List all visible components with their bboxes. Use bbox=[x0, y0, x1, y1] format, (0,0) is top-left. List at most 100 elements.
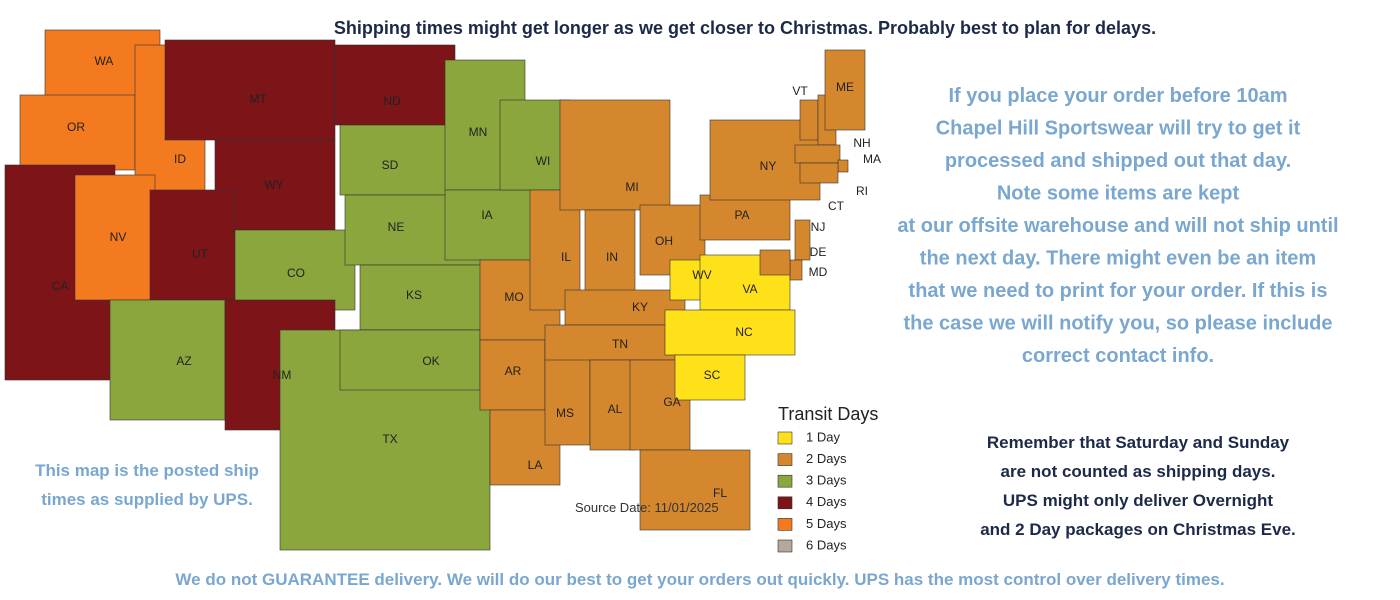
state-label: CT bbox=[828, 199, 845, 213]
state-label: MO bbox=[504, 290, 523, 304]
state-label: IL bbox=[561, 250, 571, 264]
state-label: WV bbox=[692, 268, 711, 282]
legend-swatch bbox=[777, 518, 793, 531]
state-label: WY bbox=[264, 178, 283, 192]
order-note-line: correct contact info. bbox=[1022, 345, 1214, 367]
state-region bbox=[334, 44, 456, 126]
state-label: IA bbox=[481, 208, 492, 222]
state-region bbox=[339, 124, 451, 196]
state-label: ID bbox=[174, 152, 186, 166]
state-label: ME bbox=[836, 80, 854, 94]
state-label: SC bbox=[704, 368, 721, 382]
state-label: MI bbox=[625, 180, 638, 194]
state-label: TX bbox=[382, 432, 397, 446]
source-date: Source Date: 11/01/2025 bbox=[575, 500, 719, 515]
legend-swatch bbox=[777, 496, 793, 510]
order-note-line: at our offsite warehouse and will not sh… bbox=[897, 215, 1338, 237]
state-label: TN bbox=[612, 337, 628, 351]
map-note-line: This map is the posted ship bbox=[35, 461, 259, 480]
state-region bbox=[794, 144, 841, 164]
header: Shipping times might get longer as we ge… bbox=[334, 18, 1156, 38]
state-label: SD bbox=[382, 158, 399, 172]
legend-label: 4 Days bbox=[806, 494, 847, 509]
order-note-line: that we need to print for your order. If… bbox=[909, 280, 1328, 302]
state-label: MN bbox=[469, 125, 488, 139]
map-note-line: times as supplied by UPS. bbox=[41, 490, 253, 509]
state-region bbox=[789, 259, 803, 281]
order-note-line: the next day. There might even be an ite… bbox=[920, 248, 1316, 270]
state-label: NJ bbox=[811, 220, 826, 234]
state-label: CO bbox=[287, 266, 305, 280]
weekend-note-line: UPS might only deliver Overnight bbox=[1003, 491, 1273, 510]
order-note-line: If you place your order before 10am bbox=[949, 85, 1288, 107]
state-region bbox=[824, 49, 866, 131]
state-region bbox=[544, 324, 686, 361]
state-region bbox=[799, 99, 819, 141]
legend-label: 6 Days bbox=[806, 537, 847, 552]
order-note-line: Chapel Hill Sportswear will try to get i… bbox=[936, 118, 1301, 140]
legend-swatch bbox=[777, 474, 793, 488]
state-label: OH bbox=[655, 234, 673, 248]
state-label: OK bbox=[422, 354, 439, 368]
state-label: KY bbox=[632, 300, 648, 314]
state-label: NH bbox=[853, 136, 870, 150]
state-region bbox=[234, 229, 356, 311]
state-region bbox=[759, 249, 791, 276]
footer: We do not GUARANTEE delivery. We will do… bbox=[175, 570, 1224, 589]
legend-label: 1 Day bbox=[806, 429, 840, 444]
legend-swatch bbox=[777, 539, 793, 553]
state-label: NC bbox=[735, 325, 753, 339]
state-label: GA bbox=[663, 395, 680, 409]
state-region bbox=[664, 309, 796, 356]
weekend-note-line: and 2 Day packages on Christmas Eve. bbox=[980, 520, 1296, 539]
legend-label: 5 Days bbox=[806, 516, 847, 531]
state-region bbox=[19, 94, 136, 171]
state-label: VA bbox=[742, 282, 757, 296]
state-label: CA bbox=[52, 279, 69, 293]
state-label: RI bbox=[856, 184, 868, 198]
state-region bbox=[559, 99, 671, 211]
state-label: MT bbox=[249, 92, 267, 106]
state-label: MA bbox=[863, 152, 881, 166]
state-region bbox=[674, 354, 746, 401]
order-note-line: the case we will notify you, so please i… bbox=[903, 313, 1332, 335]
order-note-line: processed and shipped out that day. bbox=[945, 150, 1291, 172]
state-label: KS bbox=[406, 288, 422, 302]
state-region bbox=[164, 39, 336, 141]
order-note-line: Note some items are kept bbox=[997, 183, 1240, 205]
state-region bbox=[584, 209, 636, 301]
state-label: WA bbox=[95, 54, 114, 68]
state-region bbox=[479, 339, 546, 411]
state-region bbox=[699, 194, 791, 241]
state-label: NE bbox=[388, 220, 405, 234]
us-map: WA OR CA ID NV MT WY UT AZ CO NM ND SD NE KS TX OK MN IA MO… bbox=[4, 29, 881, 551]
state-label: NV bbox=[110, 230, 127, 244]
state-label: MS bbox=[556, 406, 574, 420]
state-label: AL bbox=[608, 402, 623, 416]
state-label: UT bbox=[192, 247, 209, 261]
weekend-note-line: Remember that Saturday and Sunday bbox=[987, 433, 1290, 452]
state-label: NM bbox=[273, 368, 292, 382]
state-label: WI bbox=[536, 154, 551, 168]
state-label: NY bbox=[760, 159, 777, 173]
state-label: AZ bbox=[176, 354, 191, 368]
state-region bbox=[444, 189, 536, 261]
state-region bbox=[359, 264, 491, 331]
state-label: PA bbox=[734, 208, 749, 222]
state-region bbox=[109, 299, 226, 421]
legend-swatch bbox=[777, 431, 793, 445]
state-label: OR bbox=[67, 120, 85, 134]
state-region bbox=[799, 162, 839, 184]
state-region bbox=[149, 189, 236, 301]
state-label: AR bbox=[505, 364, 522, 378]
state-label: VT bbox=[792, 84, 808, 98]
state-label: MD bbox=[809, 265, 828, 279]
state-region bbox=[639, 449, 751, 531]
state-label: LA bbox=[528, 458, 543, 472]
state-label: FL bbox=[713, 486, 727, 500]
state-region bbox=[339, 329, 481, 391]
state-region bbox=[837, 159, 849, 173]
state-label: DE bbox=[810, 245, 827, 259]
legend-swatch bbox=[777, 453, 793, 466]
